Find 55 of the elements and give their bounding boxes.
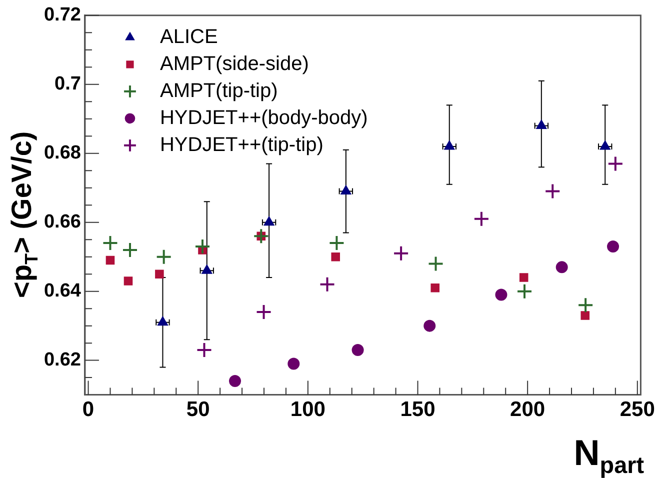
point [253, 228, 270, 244]
legend-label: AMPT(side-side) [160, 52, 309, 75]
point [156, 248, 172, 265]
legend-label: HYDJET++(tip-tip) [160, 134, 324, 156]
point [516, 283, 532, 300]
point [264, 216, 274, 226]
legend-label: ALICE [160, 26, 218, 48]
point [607, 156, 624, 172]
point [331, 252, 340, 262]
point [428, 256, 444, 272]
point [102, 235, 118, 252]
point [495, 288, 508, 301]
point [157, 316, 168, 326]
x-tick-label: 250 [620, 398, 655, 422]
point [444, 140, 455, 150]
point [352, 344, 364, 356]
x-tick-label: 100 [290, 398, 326, 422]
point [473, 210, 490, 227]
point [607, 240, 620, 252]
point [122, 242, 138, 258]
point [544, 183, 561, 200]
y-tick-label: 0.62 [44, 350, 81, 371]
point [328, 235, 345, 252]
point [155, 270, 164, 278]
point [196, 342, 212, 358]
point [519, 273, 528, 282]
point [556, 261, 568, 274]
point [600, 140, 610, 150]
x-tick-label: 0 [82, 398, 94, 422]
x-axis-title: N$_{part}$ [574, 432, 644, 478]
point [319, 276, 336, 292]
point [340, 185, 352, 195]
y-tick-label: 0.7 [54, 74, 81, 95]
point [194, 238, 210, 254]
y-tick-label: 0.68 [44, 142, 81, 164]
point [578, 297, 594, 314]
point [202, 264, 212, 274]
point [430, 283, 440, 292]
point [124, 276, 133, 286]
point [106, 256, 115, 265]
x-tick-label: 200 [510, 398, 546, 422]
point [288, 358, 300, 370]
legend-label: HYDJET++(body-body) [160, 106, 368, 129]
x-tick-label: 50 [186, 398, 210, 422]
point [536, 120, 547, 130]
x-tick-label: 150 [400, 398, 436, 422]
y-tick-label: 0.64 [44, 280, 82, 302]
point [229, 375, 241, 388]
point [424, 320, 436, 332]
point [580, 311, 590, 320]
legend-label: AMPT(tip-tip) [160, 80, 278, 102]
y-tick-label: 0.72 [44, 4, 81, 26]
point [256, 304, 272, 320]
point [393, 245, 410, 262]
y-tick-label: 0.66 [44, 212, 81, 233]
